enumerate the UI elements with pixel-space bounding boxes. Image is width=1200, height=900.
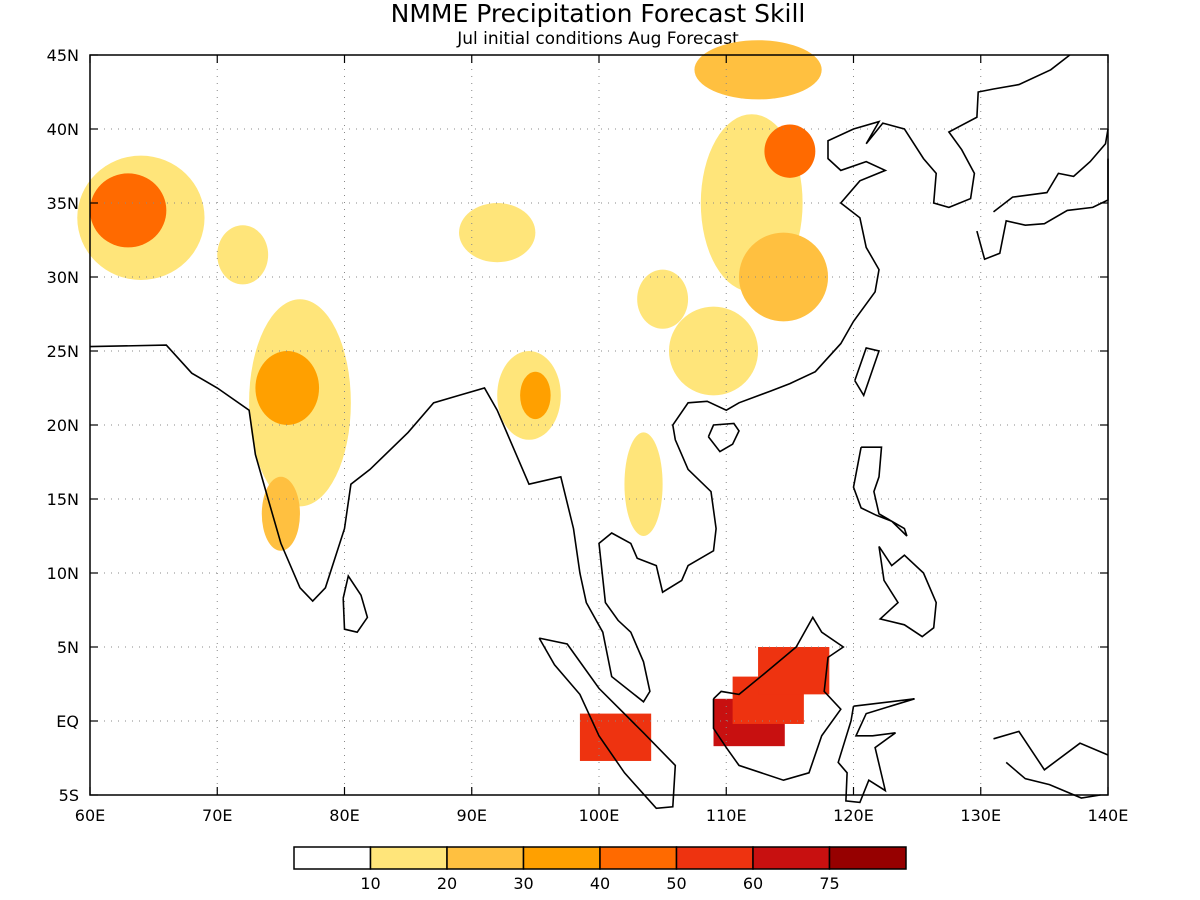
coastline-3	[712, 615, 845, 782]
coastline-11	[993, 730, 1109, 771]
colorbar-label: 10	[360, 874, 380, 893]
colorbar-label: 40	[590, 874, 610, 893]
coastline-4	[837, 698, 915, 804]
map-frame	[89, 54, 1109, 796]
lat-tick-label: 5N	[57, 638, 79, 657]
lat-tick-label: 15N	[47, 490, 79, 509]
colorbar-swatch	[446, 846, 525, 870]
longitude-ticks: 60E 70E 80E 90E 100E 110E 120E 130E 140E	[75, 55, 1129, 825]
colorbar: 10 20 30 40 50 60 75	[293, 846, 907, 893]
colorbar-label: 75	[819, 874, 839, 893]
lon-tick-label: 70E	[202, 806, 232, 825]
coastline-2	[538, 637, 677, 810]
colorbar-swatch	[522, 846, 601, 870]
lat-tick-label: 35N	[47, 194, 79, 213]
lat-tick-label: 30N	[47, 268, 79, 287]
colorbar-label: 20	[437, 874, 457, 893]
lat-lon-grid	[90, 55, 1108, 795]
lat-tick-label: 5S	[59, 786, 79, 805]
coastline-6	[854, 347, 881, 398]
lat-tick-label: 25N	[47, 342, 79, 361]
lon-tick-label: 120E	[833, 806, 874, 825]
colorbar-label: 30	[513, 874, 533, 893]
lat-tick-label: 45N	[47, 46, 79, 65]
coastline-layer	[89, 54, 1109, 810]
lat-tick-label: 40N	[47, 120, 79, 139]
coastline-8	[878, 545, 938, 638]
skill-fill-layer	[77, 40, 830, 761]
coastline-12	[1005, 761, 1101, 799]
lat-tick-label: 20N	[47, 416, 79, 435]
lon-tick-label: 60E	[75, 806, 105, 825]
lon-tick-label: 80E	[329, 806, 359, 825]
skill-region-7	[520, 371, 551, 420]
colorbar-swatch	[293, 846, 372, 870]
coastline-1	[342, 574, 369, 634]
skill-region-4	[255, 351, 320, 425]
skill-region-13	[459, 203, 536, 263]
skill-region-2	[217, 225, 269, 285]
skill-region-5	[261, 476, 300, 551]
coastline-5	[707, 422, 740, 453]
colorbar-swatch	[369, 846, 448, 870]
skill-region-9	[764, 124, 816, 178]
skill-region-14	[637, 269, 689, 329]
colorbar-label: 60	[743, 874, 763, 893]
latitude-ticks: 5S EQ 5N 10N 15N 20N 25N 30N 35N 40N 45N	[47, 46, 1108, 805]
colorbar-swatch	[752, 846, 831, 870]
lon-tick-label: 90E	[457, 806, 487, 825]
colorbar-swatch	[828, 846, 907, 870]
skill-block-2	[758, 647, 830, 695]
colorbar-label: 50	[666, 874, 686, 893]
skill-region-12	[694, 40, 822, 100]
lon-tick-label: 130E	[960, 806, 1001, 825]
lon-tick-label: 110E	[706, 806, 747, 825]
coastline-0	[89, 54, 1071, 703]
coastline-9	[976, 158, 1109, 261]
skill-region-1	[90, 173, 167, 248]
coastline-10	[993, 128, 1109, 213]
lon-tick-label: 140E	[1088, 806, 1129, 825]
lat-tick-label: EQ	[56, 712, 79, 731]
colorbar-swatch	[599, 846, 678, 870]
lon-tick-label: 100E	[579, 806, 620, 825]
colorbar-swatch	[675, 846, 754, 870]
lat-tick-label: 10N	[47, 564, 79, 583]
map-subtitle: Jul initial conditions Aug Forecast	[456, 29, 739, 49]
coastline-7	[852, 446, 908, 537]
map-title: NMME Precipitation Forecast Skill	[391, 0, 806, 28]
skill-region-15	[624, 432, 663, 536]
